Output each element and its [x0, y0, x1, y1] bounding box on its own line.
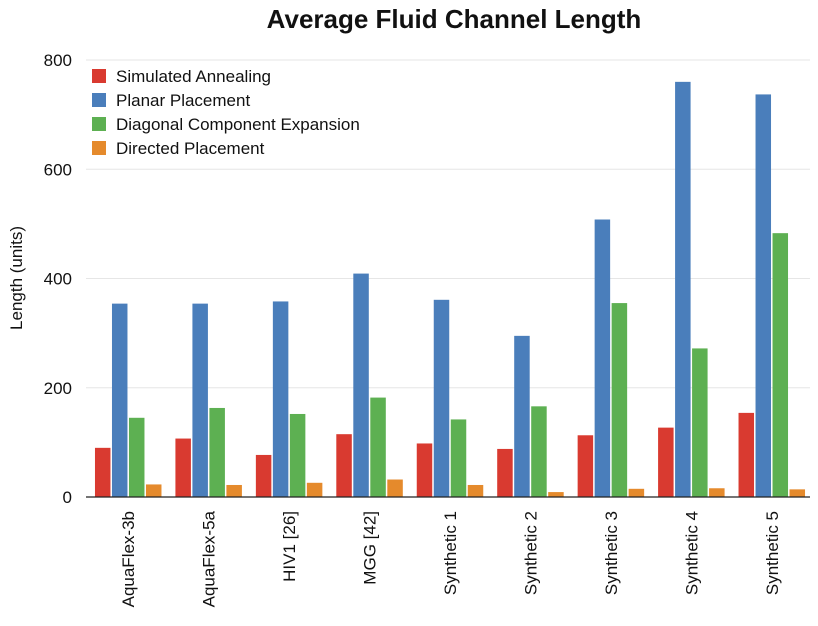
y-tick-label: 200: [44, 379, 72, 398]
bars: [94, 81, 806, 497]
legend-label: Directed Placement: [116, 139, 265, 158]
bar: [192, 303, 208, 497]
bar: [433, 299, 450, 497]
bar: [594, 219, 611, 497]
bar: [772, 233, 789, 497]
y-tick-label: 400: [44, 270, 72, 289]
bar: [416, 443, 433, 497]
bar: [531, 406, 547, 497]
legend-label: Diagonal Component Expansion: [116, 115, 360, 134]
x-tick-label: AquaFlex-5a: [200, 510, 219, 607]
x-tick-label: MGG [42]: [361, 511, 380, 585]
legend-swatch: [92, 141, 106, 155]
bar: [336, 434, 352, 497]
bar: [497, 448, 513, 497]
x-tick-label: Synthetic 4: [682, 511, 701, 595]
bar: [738, 412, 755, 497]
bar: [272, 301, 289, 497]
bar: [370, 397, 386, 497]
bar: [353, 273, 369, 497]
bar: [226, 484, 242, 497]
chart-title: Average Fluid Channel Length: [267, 4, 642, 34]
bar: [755, 94, 772, 497]
bar: [94, 447, 111, 497]
bar: [628, 488, 645, 497]
bar: [387, 479, 403, 497]
y-axis-label: Length (units): [7, 226, 26, 330]
bar: [789, 489, 806, 497]
bar: [658, 427, 674, 497]
bar: [255, 454, 272, 497]
x-tick-label: Synthetic 2: [521, 511, 540, 595]
legend-swatch: [92, 69, 106, 83]
x-tick-label: HIV1 [26]: [280, 511, 299, 582]
bar: [577, 435, 594, 497]
x-tick-label: Synthetic 3: [602, 511, 621, 595]
bar: [548, 492, 564, 497]
bar: [128, 417, 145, 497]
bar: [145, 484, 162, 497]
legend: Simulated Annealing Planar Placement Diago…: [92, 67, 360, 158]
legend-label: Planar Placement: [116, 91, 250, 110]
bar: [709, 488, 725, 497]
axes: 0 200 400 600 800 AquaFlex-3b AquaFlex-5a HIV1 …: [44, 51, 810, 607]
bar: [306, 482, 323, 497]
y-tick-label: 600: [44, 160, 72, 179]
y-tick-label: 0: [63, 488, 72, 507]
x-tick-label: Synthetic 5: [763, 511, 782, 595]
bar: [467, 484, 484, 497]
bar: [514, 335, 530, 497]
legend-swatch: [92, 93, 106, 107]
bar: [675, 81, 691, 497]
x-tick-label: Synthetic 1: [441, 511, 460, 595]
bar: [111, 303, 128, 497]
x-tick-label: AquaFlex-3b: [119, 511, 138, 607]
bar: [611, 303, 628, 497]
y-tick-label: 800: [44, 51, 72, 70]
legend-swatch: [92, 117, 106, 131]
bar: [289, 413, 306, 497]
legend-label: Simulated Annealing: [116, 67, 271, 86]
bar: [692, 348, 708, 497]
bar: [450, 419, 467, 497]
bar: [175, 438, 191, 497]
bar: [209, 407, 225, 497]
